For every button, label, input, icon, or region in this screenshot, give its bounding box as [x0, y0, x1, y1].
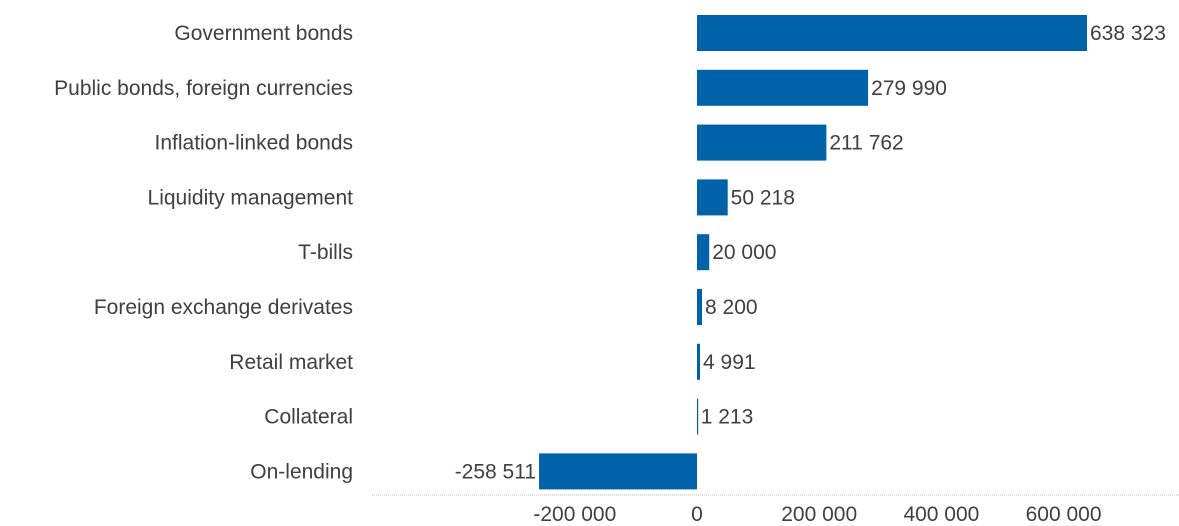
category-label: Collateral [264, 406, 353, 429]
bar [697, 234, 710, 271]
category-label: On-lending [250, 460, 353, 483]
data-labels: 638 323 279 990 211 762 50 218 20 000 8 200 4 … [455, 22, 1166, 483]
data-label: -258 511 [455, 460, 536, 483]
bar [697, 15, 1088, 51]
bars-group [539, 15, 1088, 490]
bar [697, 124, 827, 161]
x-tick-labels: -200 000 0 200 000 400 000 600 000 [533, 503, 1101, 526]
data-label: 1 213 [701, 406, 754, 429]
bar [697, 398, 699, 435]
category-label: Inflation-linked bonds [155, 132, 353, 155]
bar [697, 343, 701, 380]
x-tick-label: 0 [691, 503, 703, 526]
x-tick-label: 600 000 [1026, 503, 1102, 526]
category-label: Retail market [229, 351, 353, 374]
x-tick-label: 400 000 [903, 503, 979, 526]
category-labels: Government bonds Public bonds, foreign cu… [54, 22, 353, 483]
x-tick-label: 200 000 [781, 503, 857, 526]
category-label: Public bonds, foreign currencies [54, 77, 353, 100]
data-label: 4 991 [703, 351, 756, 374]
x-tick-label: -200 000 [533, 503, 616, 526]
data-label: 20 000 [712, 241, 776, 264]
category-label: Liquidity management [148, 186, 354, 209]
data-label: 50 218 [731, 186, 795, 209]
data-label: 279 990 [871, 77, 947, 100]
category-label: Government bonds [174, 22, 353, 45]
bar [697, 179, 728, 216]
data-label: 8 200 [705, 296, 758, 319]
data-label: 638 323 [1090, 22, 1166, 45]
category-label: T-bills [298, 241, 353, 264]
bar [697, 69, 869, 106]
data-label: 211 762 [829, 132, 903, 155]
bar [539, 453, 697, 490]
category-label: Foreign exchange derivates [94, 296, 353, 319]
bar [697, 289, 703, 325]
